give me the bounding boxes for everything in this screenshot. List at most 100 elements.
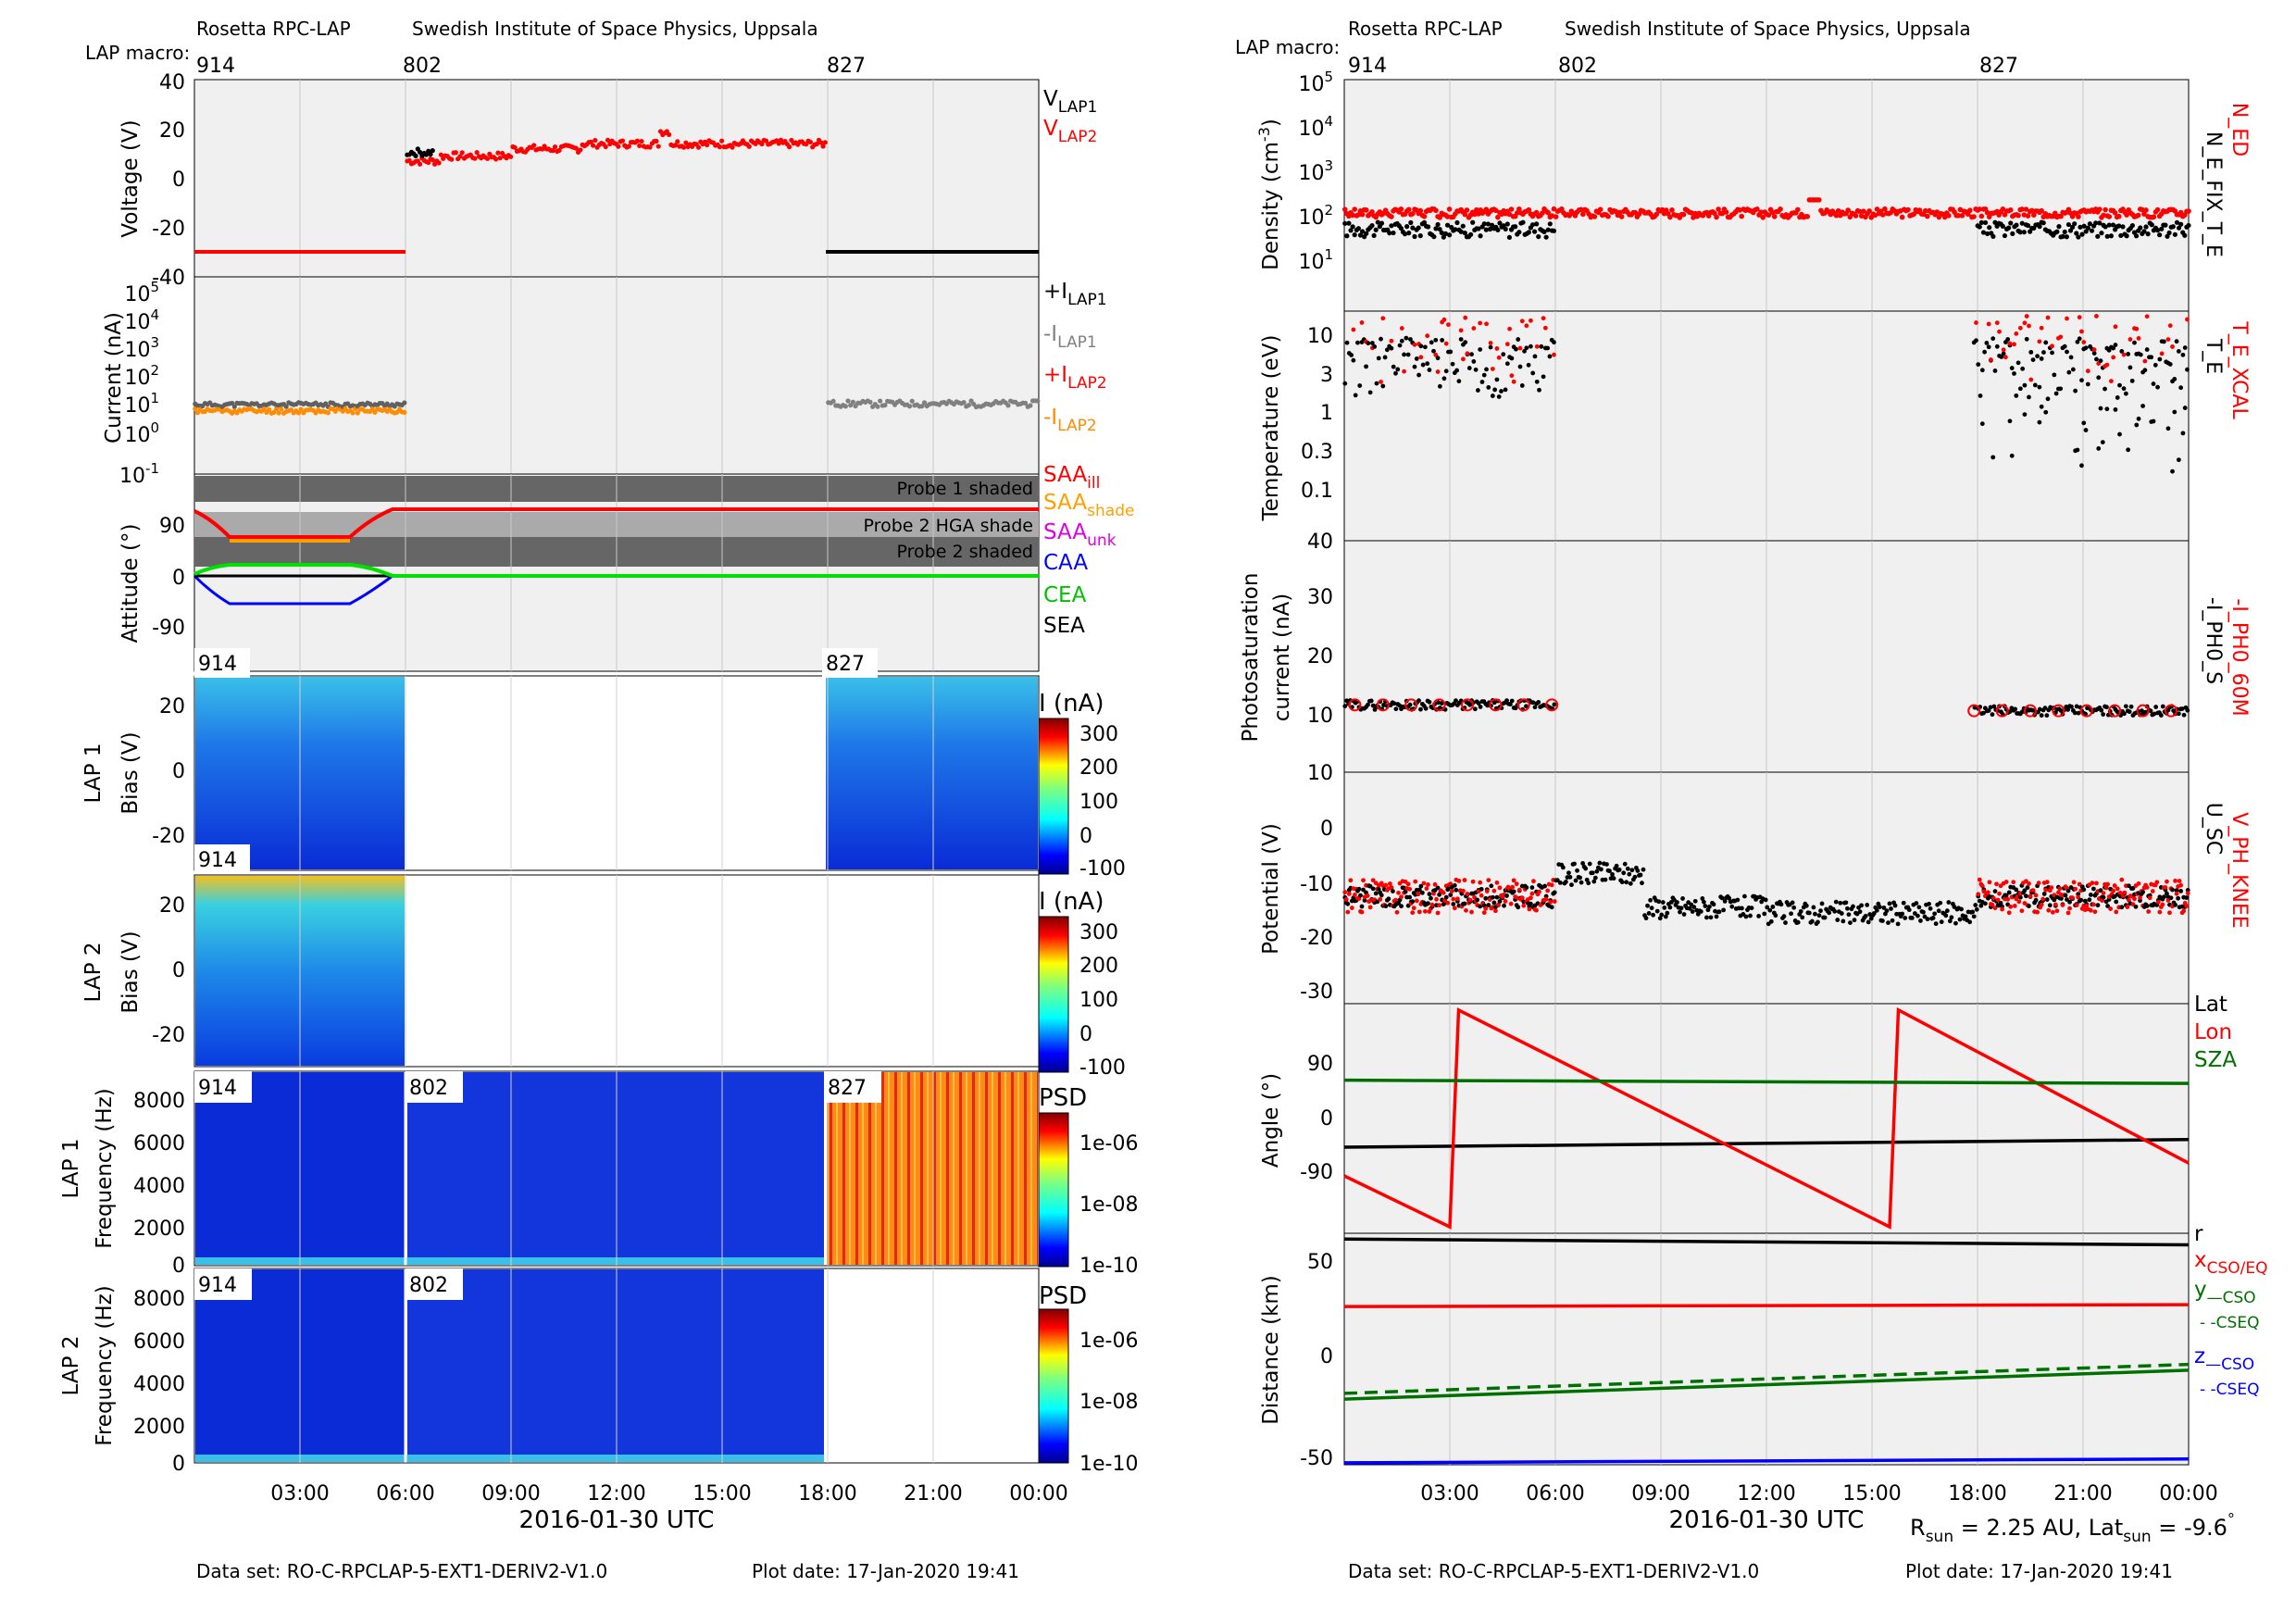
n-e-fix-point — [1531, 229, 1538, 234]
v-ph-knee-point — [1995, 897, 2001, 903]
n-e-fix-point — [1359, 229, 1366, 234]
i-lap1-neg-point — [842, 404, 848, 409]
v-ph-knee-point — [1389, 885, 1394, 891]
v-ph-knee-point — [2091, 902, 2096, 907]
t-e-xcal-point — [2027, 323, 2031, 329]
v-lap2-point — [459, 150, 465, 156]
n-ed-point — [1597, 206, 1603, 213]
u-sc-point — [1619, 880, 1625, 885]
n-ed-point — [1566, 213, 1572, 219]
t-e-point — [2043, 409, 2049, 415]
v-ph-knee-point — [2088, 907, 2093, 913]
lap1-freq-panel: 914 802 827 8000 6000 4000 2000 0 LAP 1 … — [59, 1070, 1138, 1278]
u-sc-point — [1859, 903, 1864, 908]
u-sc-point — [1370, 886, 1376, 892]
v-ph-knee-point — [2084, 903, 2090, 908]
n-ed-point — [1559, 206, 1565, 212]
u-sc-point — [1886, 920, 1890, 926]
u-sc-point — [1569, 882, 1574, 888]
v-ph-knee-point — [1452, 906, 1457, 911]
i-ph0-60m-marker — [1404, 698, 1418, 712]
n-e-fix-point — [1468, 231, 1474, 237]
t-e-point — [2121, 386, 2127, 392]
lap2-freq-ytick: 2000 — [133, 1416, 185, 1439]
t-e-xcal-point — [2085, 369, 2090, 374]
v-ph-knee-point — [2027, 881, 2031, 886]
u-sc-point — [1391, 889, 1395, 893]
u-sc-point — [2017, 894, 2023, 900]
i-ph0-s-point — [1478, 705, 1483, 709]
n-e-fix-point — [2154, 228, 2161, 233]
t-e-point — [1454, 368, 1459, 373]
x-tick-label: 06:00 — [376, 1482, 434, 1505]
u-sc-point — [1889, 906, 1893, 911]
v-ph-knee-point — [1479, 893, 1484, 898]
left-xticks: 03:00 06:00 09:00 12:00 15:00 18:00 21:00 00:00 — [270, 1482, 1067, 1505]
n-ed-point — [1421, 213, 1428, 219]
t-e-point — [2126, 352, 2131, 356]
u-sc-point — [2044, 897, 2050, 902]
u-sc-point — [1800, 915, 1805, 920]
distance-ylabel: Distance (km) — [1259, 1275, 1283, 1425]
lap2-freq-cbar-tick: 1e-10 — [1079, 1453, 1138, 1476]
v-ph-knee-point — [2114, 909, 2119, 915]
n-ed-point — [1978, 213, 1985, 219]
t-e-xcal-point — [2077, 315, 2082, 320]
lap2-freq-tag-914: 914 — [198, 1274, 237, 1297]
t-e-point — [1517, 364, 1523, 369]
v-lap2-point — [680, 144, 687, 150]
t-e-point — [1526, 362, 1531, 368]
u-sc-point — [1640, 881, 1644, 886]
i-ph0-60m-marker — [2052, 704, 2065, 718]
t-e-xcal-point — [1986, 321, 1991, 327]
n-ed-point — [1879, 212, 1886, 218]
n-e-fix-point — [2149, 222, 2154, 228]
i-ph0-60m-marker — [2108, 704, 2122, 718]
v-ph-knee-point — [1343, 897, 1349, 902]
t-e-point — [2009, 366, 2015, 370]
v-ph-knee-point — [1348, 878, 1354, 883]
legend-i-ph0-s: -I_PH0_S — [2202, 597, 2225, 684]
n-ed-point — [1669, 207, 1675, 213]
current-panel: 105 104 103 102 101 100 10-1 Current (nA… — [102, 276, 1107, 488]
lap1-freq-tag-bg — [406, 1071, 463, 1103]
t-e-xcal-point — [1399, 326, 1404, 331]
v-ph-knee-point — [2138, 895, 2142, 900]
n-e-fix-point — [1412, 233, 1417, 240]
v-ph-knee-point — [1388, 881, 1392, 886]
t-e-point — [1979, 368, 1985, 373]
i-ph0-s-point — [1536, 700, 1541, 705]
n-ed-point — [1410, 210, 1416, 217]
u-sc-point — [2174, 888, 2179, 893]
x-tick-label: 09:00 — [1631, 1482, 1690, 1505]
i-lap1-neg-point — [845, 398, 851, 404]
n-e-fix-point — [1503, 226, 1508, 232]
t-e-point — [2012, 371, 2016, 376]
i-ph0-60m-marker — [1376, 698, 1390, 712]
t-e-point — [1357, 383, 1363, 388]
n-ed-point — [1341, 206, 1348, 212]
left-macro-914: 914 — [196, 55, 235, 78]
n-e-fix-point — [2116, 223, 2122, 229]
u-sc-point — [1419, 890, 1425, 895]
n-e-fix-point — [2141, 229, 2147, 234]
u-sc-point — [2063, 893, 2068, 898]
potential-ytick: -30 — [1300, 981, 1333, 1004]
u-sc-point — [1479, 886, 1484, 892]
lap1-freq-tag-802: 802 — [409, 1077, 448, 1100]
v-ph-knee-point — [1976, 892, 1981, 897]
n-ed-point — [1659, 206, 1666, 213]
current-ytick: 104 — [124, 306, 159, 334]
n-e-fix-point — [1342, 220, 1348, 226]
v-ph-knee-point — [1994, 881, 1999, 887]
lap1-freq-tag-bg — [824, 1071, 881, 1103]
t-e-point — [2045, 396, 2051, 402]
t-e-point — [1405, 352, 1411, 357]
v-ph-knee-point — [1437, 903, 1441, 908]
n-ed-point — [1350, 212, 1355, 219]
n-e-fix-point — [2174, 219, 2180, 225]
t-e-point — [1466, 366, 1472, 370]
t-e-point — [1431, 348, 1436, 354]
u-sc-point — [1614, 863, 1619, 868]
n-ed-point — [2028, 207, 2035, 214]
